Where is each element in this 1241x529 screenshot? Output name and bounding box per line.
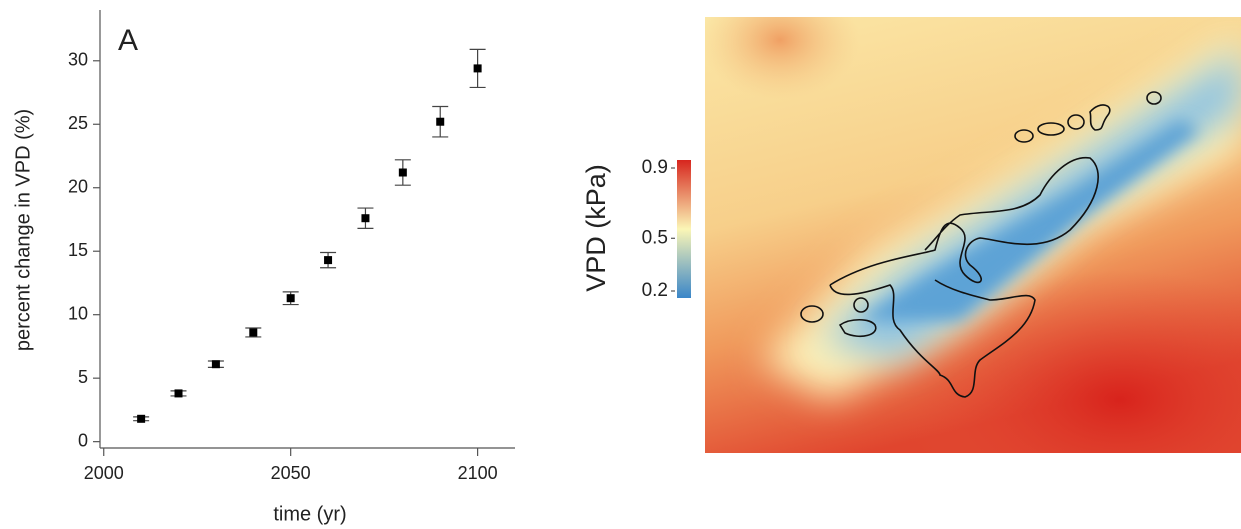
data-point (324, 256, 333, 265)
data-point (211, 360, 220, 369)
y-tick-label: 20 (68, 176, 88, 196)
x-tick-label: 2100 (458, 463, 498, 483)
y-tick-label: 5 (78, 367, 88, 387)
map (705, 17, 1241, 453)
panel-label: A (118, 24, 138, 57)
colorbar-tick-label: 0.9 (642, 157, 668, 178)
y-tick-label: 30 (68, 50, 88, 70)
y-tick-label: 15 (68, 240, 88, 260)
y-tick-label: 10 (68, 303, 88, 323)
colorbar (677, 160, 691, 298)
x-axis-label: time (yr) (273, 503, 346, 525)
data-point (137, 414, 146, 423)
data-point (473, 64, 482, 73)
data-point (436, 117, 445, 126)
x-tick-label: 2050 (271, 463, 311, 483)
data-point (249, 328, 258, 337)
data-point (361, 214, 370, 223)
y-axis-label: percent change in VPD (%) (12, 109, 34, 351)
y-tick-label: 0 (78, 430, 88, 450)
data-point (286, 294, 295, 303)
data-point (174, 389, 183, 398)
colorbar-tick-label: 0.5 (642, 227, 668, 248)
data-point (398, 168, 407, 177)
y-tick-label: 25 (68, 113, 88, 133)
colorbar-label: VPD (kPa) (581, 164, 611, 292)
x-tick-label: 2000 (84, 463, 124, 483)
colorbar-tick-label: 0.2 (642, 280, 668, 301)
